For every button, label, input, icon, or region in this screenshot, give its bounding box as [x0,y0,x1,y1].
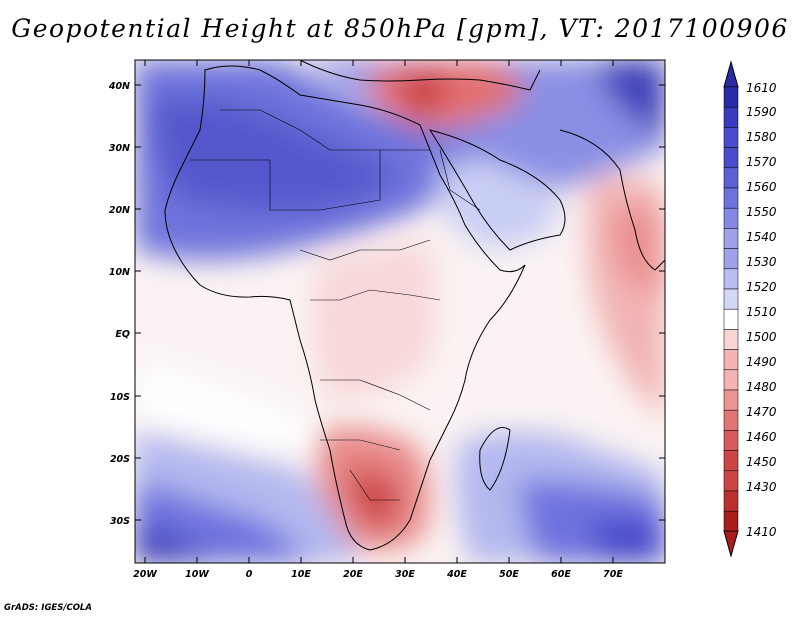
colorbar-segment-1510 [723,248,739,270]
lon-label-70e: 70E [603,569,623,580]
colorbar-segment-1550 [723,167,739,189]
lat-ticks [135,84,665,521]
colorbar-segment-1590 [723,86,739,108]
colorbar-label-1530: 1530 [746,255,777,269]
map-frame [134,59,666,564]
colorbar-label-1550: 1550 [746,205,777,219]
colorbar-segment-extra-5 [723,510,739,532]
lon-ticks [144,60,614,563]
lat-label-30s: 30S [110,516,130,527]
colorbar-segment-extra-1 [723,430,739,451]
colorbar-label-1610: 1610 [746,81,777,95]
lon-label-50e: 50E [499,569,519,580]
colorbar-segment-1460 [723,349,739,371]
lon-label-60e: 60E [551,569,571,580]
colorbar-label-1520: 1520 [746,280,777,294]
colorbar-label-1540: 1540 [746,230,777,244]
colorbar-label-1500: 1500 [746,330,777,344]
lat-label-30n: 30N [109,143,130,154]
colorbar-segment-1430 [723,389,739,411]
colorbar-bottom-arrow [723,530,739,558]
map-title: Geopotential Height at 850hPa [gpm], VT:… [11,14,789,43]
coastlines [164,60,665,551]
colorbar-segment-extra-4 [723,490,739,512]
colorbar-label-1450: 1450 [746,455,777,469]
colorbar-segment-extra-2 [723,450,739,472]
country-borders [190,109,481,501]
lat-label-40n: 40N [108,81,130,92]
colorbar-segment-1500 [723,268,739,290]
colorbar-segment-1530 [723,207,739,229]
colorbar-label-1460: 1460 [746,430,777,444]
colorbar-segment-1410 [723,409,739,431]
colorbar-label-1570: 1570 [746,155,777,169]
colorbar-segment-1580 [723,106,739,128]
lat-label-20s: 20S [110,454,130,465]
colorbar-label-1580: 1580 [746,130,777,144]
lat-label-10s: 10S [110,392,130,403]
colorbar-top-arrow [723,60,739,88]
lon-label-30e: 30E [395,569,415,580]
colorbar-label-1510: 1510 [746,305,777,319]
colorbar-segment-1470 [723,329,739,350]
colorbar-segment-1450 [723,369,739,391]
lon-label-10w: 10W [185,569,209,580]
colorbar: 1610 1590 1580 1570 1560 1550 1540 1530 … [723,60,777,558]
colorbar-label-1410: 1410 [746,525,777,539]
colorbar-segment-1520 [723,228,739,249]
lat-label-10n: 10N [109,267,130,278]
colorbar-label-1590: 1590 [746,105,777,119]
lat-label-20n: 20N [109,205,130,216]
lon-label-20w: 20W [133,569,157,580]
lon-label-40e: 40E [446,569,467,580]
colorbar-segment-1560 [723,147,739,169]
colorbar-label-1430: 1430 [746,480,777,494]
lon-label-10e: 10E [291,569,311,580]
colorbar-label-1490: 1490 [746,355,777,369]
colorbar-segment-1540 [723,187,739,209]
colorbar-segment-1490 [723,288,739,310]
colorbar-segment-1570 [723,127,739,148]
colorbar-segment-extra-3 [723,470,739,492]
lon-label-20e: 20E [343,569,363,580]
colorbar-label-1480: 1480 [746,380,777,394]
colorbar-label-1470: 1470 [746,405,777,419]
lon-label-0: 0 [246,569,253,580]
lat-label-eq: EQ [115,329,130,340]
credit-text: GrADS: IGES/COLA [4,603,92,613]
colorbar-label-1560: 1560 [746,180,777,194]
colorbar-segment-1480 [723,308,739,330]
height-field [135,60,665,563]
